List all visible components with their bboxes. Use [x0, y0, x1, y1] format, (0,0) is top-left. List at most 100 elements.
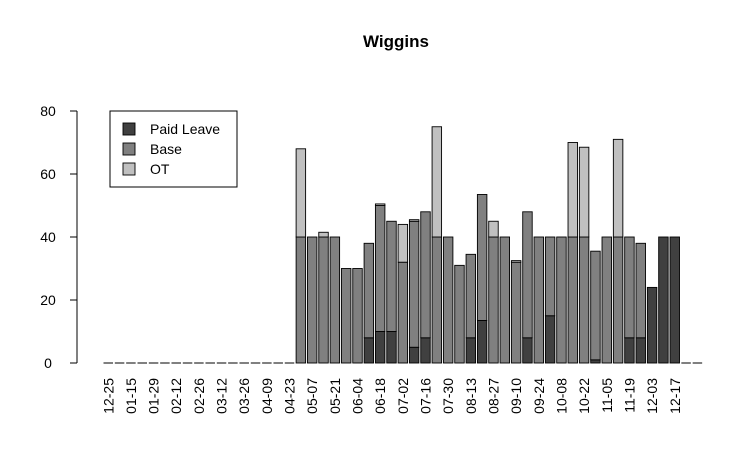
- x-tick-label: 02-12: [168, 378, 184, 414]
- bar-base: [556, 236, 567, 364]
- x-tick-label: 12-17: [667, 378, 683, 414]
- bar-base: [522, 211, 533, 339]
- bar-paid-leave: [635, 337, 646, 364]
- bar-paid-leave: [386, 331, 397, 364]
- x-tick-label: 05-21: [327, 378, 343, 414]
- bar-base: [533, 236, 544, 364]
- x-tick-label: 03-26: [236, 378, 252, 414]
- bar-base: [306, 236, 318, 364]
- x-tick-label: 11-05: [599, 378, 615, 413]
- bar-ot: [488, 220, 499, 238]
- legend-label: Paid Leave: [150, 121, 220, 137]
- x-tick-label: 04-09: [259, 378, 275, 414]
- bar-paid-leave: [669, 236, 680, 364]
- x-tick-label: 02-26: [191, 378, 207, 414]
- bar-ot: [295, 148, 307, 238]
- legend-swatch: [122, 142, 136, 156]
- legend: Paid Leave Base OT: [109, 110, 238, 188]
- bar-ot: [612, 138, 624, 238]
- y-tick-label: 60: [40, 166, 56, 182]
- bar-base: [408, 220, 420, 348]
- bar-base: [397, 261, 409, 364]
- bar-base: [431, 236, 443, 364]
- legend-swatch: [122, 162, 136, 176]
- x-tick-label: 11-19: [621, 378, 637, 413]
- bar-ot: [578, 146, 590, 238]
- x-tick-label: 06-18: [372, 378, 388, 414]
- x-tick-label: 05-07: [304, 378, 320, 414]
- x-tick-label: 01-29: [146, 378, 162, 414]
- bar-ot: [397, 223, 409, 263]
- bar-paid-leave: [522, 337, 533, 364]
- bar-base: [454, 264, 465, 364]
- bar-base: [499, 236, 510, 364]
- bar-base: [476, 194, 488, 321]
- bar-ot: [408, 219, 420, 222]
- bar-ot: [374, 203, 386, 206]
- bar-base: [329, 236, 341, 364]
- x-tick-label: 07-30: [440, 378, 456, 414]
- y-tick-label: 20: [40, 292, 56, 308]
- x-axis: 12-25 01-15 01-29 02-12 02-26 03-12 03-26 04-09…: [100, 378, 683, 414]
- bar-base: [318, 236, 329, 364]
- bar-base: [386, 220, 397, 332]
- bar-base: [352, 268, 363, 364]
- x-tick-label: 04-23: [282, 378, 298, 414]
- bar-ot: [431, 126, 443, 238]
- x-tick-label: 10-22: [576, 378, 592, 414]
- y-axis: 0 20 40 60 80: [40, 103, 78, 371]
- x-tick-label: 09-24: [531, 378, 547, 414]
- bar-area: [103, 126, 703, 364]
- bar-paid-leave: [544, 315, 556, 364]
- x-tick-label: 08-27: [485, 378, 501, 414]
- bar-base: [567, 236, 578, 364]
- bar-base: [510, 261, 522, 364]
- x-tick-label: 07-16: [417, 378, 433, 414]
- x-tick-label: 10-08: [553, 378, 569, 414]
- bar-paid-leave: [465, 337, 477, 364]
- bar-base: [635, 242, 646, 339]
- bar-paid-leave: [658, 236, 669, 364]
- x-tick-label: 12-25: [100, 378, 116, 414]
- x-tick-label: 08-13: [463, 378, 479, 414]
- x-tick-label: 09-10: [508, 378, 524, 414]
- bar-ot: [318, 231, 329, 238]
- bar-paid-leave: [476, 320, 488, 364]
- bar-base: [420, 211, 431, 339]
- bar-paid-leave: [374, 331, 386, 364]
- bar-base: [590, 250, 601, 361]
- legend-label: OT: [150, 161, 170, 177]
- bar-paid-leave: [420, 337, 431, 364]
- bar-base: [374, 205, 386, 332]
- bar-paid-leave: [624, 337, 635, 364]
- x-tick-label: 01-15: [123, 378, 139, 414]
- bar-base: [465, 253, 477, 339]
- bar-base: [442, 236, 454, 364]
- bar-base: [544, 236, 556, 317]
- bar-base: [488, 236, 499, 364]
- bar-paid-leave: [590, 359, 601, 364]
- legend-label: Base: [150, 141, 182, 157]
- bar-base: [578, 236, 590, 364]
- bar-base: [612, 236, 624, 364]
- bar-ot: [510, 260, 522, 263]
- y-tick-label: 0: [44, 355, 52, 371]
- x-tick-label: 06-04: [350, 378, 366, 414]
- chart-title: Wiggins: [363, 32, 429, 51]
- bar-paid-leave: [408, 346, 420, 364]
- bar-base: [601, 236, 612, 364]
- bar-ot: [567, 142, 578, 238]
- legend-swatch: [122, 122, 136, 136]
- bar-base: [624, 236, 635, 339]
- y-tick-label: 80: [40, 103, 56, 119]
- x-tick-label: 07-02: [395, 378, 411, 414]
- x-tick-label: 12-03: [644, 378, 660, 414]
- bar-base: [295, 236, 307, 364]
- y-tick-label: 40: [40, 229, 56, 245]
- bar-paid-leave: [646, 286, 658, 364]
- bar-base: [363, 242, 375, 339]
- x-tick-label: 03-12: [214, 378, 230, 414]
- bar-paid-leave: [363, 337, 375, 364]
- bar-base: [340, 268, 352, 364]
